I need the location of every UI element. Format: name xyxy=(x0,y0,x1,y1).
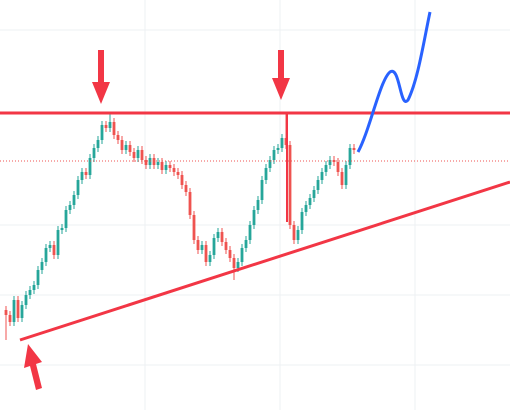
candle-body xyxy=(328,160,332,165)
candle-body xyxy=(220,232,224,242)
candle-body xyxy=(132,152,136,158)
annotations xyxy=(0,11,510,390)
candle-body xyxy=(72,195,76,205)
candle-body xyxy=(108,122,112,128)
candle-body xyxy=(308,198,312,205)
candle-body xyxy=(24,295,28,305)
candle-body xyxy=(260,180,264,200)
candle-body xyxy=(156,162,160,165)
candle-body xyxy=(248,225,252,240)
candle-body xyxy=(316,180,320,190)
candle-body xyxy=(48,245,52,248)
candle-body xyxy=(20,305,24,318)
candles xyxy=(4,113,356,340)
arrow xyxy=(272,50,290,100)
candle-body xyxy=(216,232,220,238)
candle-body xyxy=(176,172,180,175)
candle-body xyxy=(300,212,304,230)
candle-body xyxy=(276,148,280,150)
trend-line xyxy=(19,180,510,342)
candle-body xyxy=(88,158,92,175)
candle-body xyxy=(136,150,140,158)
candle-body xyxy=(204,245,208,262)
candle-body xyxy=(196,240,200,250)
candle-body xyxy=(184,185,188,192)
candle-body xyxy=(40,262,44,270)
candle-body xyxy=(36,270,40,285)
projection-path xyxy=(356,11,432,153)
candle-body xyxy=(60,228,64,230)
candle-body xyxy=(324,165,328,172)
candle-body xyxy=(228,250,232,258)
candle-body xyxy=(44,248,48,262)
candle-body xyxy=(76,180,80,195)
candle-body xyxy=(100,125,104,140)
candle-body xyxy=(336,162,340,172)
candle-body xyxy=(172,168,176,172)
candle-body xyxy=(116,135,120,140)
candle-body xyxy=(92,148,96,158)
candle-body xyxy=(200,245,204,250)
candle-body xyxy=(288,145,292,225)
candle-body xyxy=(272,150,276,160)
candle-body xyxy=(264,168,268,180)
candle-body xyxy=(96,140,100,148)
candle-body xyxy=(80,172,84,180)
candle-body xyxy=(240,248,244,262)
candle-body xyxy=(244,240,248,248)
candle-body xyxy=(224,242,228,250)
candle-body xyxy=(208,255,212,262)
candle-body xyxy=(144,160,148,165)
candle-body xyxy=(64,210,68,228)
candle-body xyxy=(312,190,316,198)
candle-body xyxy=(280,138,284,148)
candle-body xyxy=(188,192,192,215)
candle-body xyxy=(268,160,272,168)
candle-body xyxy=(128,145,132,152)
candle-body xyxy=(348,148,352,165)
candle-body xyxy=(160,162,164,170)
candle-body xyxy=(16,300,20,318)
candle-body xyxy=(4,310,8,315)
candle-body xyxy=(104,125,108,128)
candle-body xyxy=(192,215,196,240)
arrow xyxy=(92,50,110,104)
candle-body xyxy=(120,140,124,150)
candle-body xyxy=(52,245,56,255)
candle-body xyxy=(28,290,32,295)
candle-body xyxy=(124,145,128,150)
candle-body xyxy=(8,315,12,322)
candle-body xyxy=(164,165,168,170)
candle-body xyxy=(168,165,172,168)
candle-body xyxy=(352,148,356,150)
candle-body xyxy=(256,200,260,210)
candle-body xyxy=(68,205,72,210)
arrow xyxy=(24,344,42,390)
candle-body xyxy=(304,205,308,212)
candle-body xyxy=(252,210,256,225)
candle-body xyxy=(320,172,324,180)
candle-body xyxy=(236,262,240,268)
candle-body xyxy=(340,172,344,185)
candle-body xyxy=(232,258,236,268)
candle-body xyxy=(212,238,216,255)
candle-body xyxy=(84,172,88,175)
candle-body xyxy=(56,230,60,255)
candle-body xyxy=(292,225,296,240)
candle-body xyxy=(344,165,348,185)
candle-body xyxy=(112,122,116,135)
candle-body xyxy=(140,150,144,160)
candle-body xyxy=(296,230,300,240)
candle-body xyxy=(180,175,184,185)
candle-body xyxy=(32,285,36,290)
candle-body xyxy=(12,300,16,322)
